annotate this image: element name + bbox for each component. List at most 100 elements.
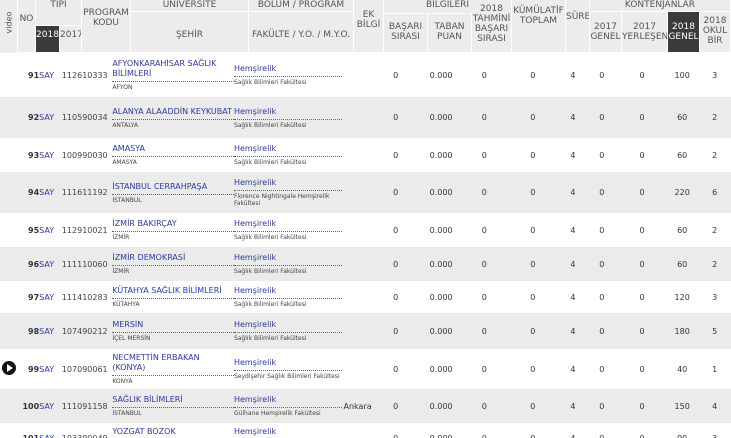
- university-name[interactable]: YOZGAT BOZOK: [112, 427, 234, 438]
- okul-birincisi: 2: [712, 259, 718, 269]
- yerlesen-2017: 0: [639, 225, 645, 235]
- program-cell: Hemşirelik Sağlık Bilimleri Fakültesi: [233, 53, 343, 97]
- kumulatif-toplam: 0: [530, 433, 536, 438]
- program-name[interactable]: Hemşirelik: [233, 107, 343, 120]
- okul-birincisi-header: 2018 OKUL BİR: [700, 12, 731, 53]
- extra-info: [342, 172, 373, 213]
- row-number: 92: [28, 113, 40, 122]
- tab-2018[interactable]: 2018: [36, 26, 60, 53]
- table-row[interactable]: 93 SAY 100990030 AMASYA AMASYA Hemşirelik Sağl…: [0, 138, 731, 172]
- row-number: 101: [22, 433, 40, 438]
- program-name[interactable]: Hemşirelik: [233, 178, 343, 191]
- okul-birincisi: 2: [712, 150, 718, 160]
- kumulatif-toplam: 0: [530, 150, 536, 160]
- genel-2017: 0: [599, 433, 605, 438]
- video-cell: [0, 247, 19, 281]
- extra-info: [342, 138, 373, 172]
- program-code[interactable]: 111091158: [61, 401, 108, 411]
- university-cell: İZMİR DEMOKRASİ İZMİR: [112, 247, 234, 281]
- tahmini-basari: 0: [481, 113, 487, 122]
- basari-sirasi: 0: [393, 259, 399, 269]
- table-row[interactable]: 92 SAY 110590034 ALANYA ALAADDİN KEYKUBAT AN…: [0, 97, 731, 138]
- video-cell: [0, 138, 19, 172]
- kumulatif-toplam: 0: [530, 188, 536, 197]
- table-row[interactable]: 98 SAY 107490212 MERSİN İÇEL MERSİN Hemşireli…: [0, 313, 731, 349]
- okul-birincisi: 3: [712, 70, 718, 80]
- fakulte-header: FAKÜLTE / Y.O. / M.Y.O.: [249, 12, 354, 53]
- genel-2017: 0: [599, 259, 605, 269]
- program-code[interactable]: 110590034: [61, 113, 108, 122]
- university-name[interactable]: AFYONKARAHİSAR SAĞLIK BİLİMLERİ: [112, 59, 234, 82]
- university-name[interactable]: ALANYA ALAADDİN KEYKUBAT: [112, 107, 234, 120]
- program-code[interactable]: 111410283: [61, 292, 108, 302]
- university-name[interactable]: İSTANBUL CERRAHPAŞA: [112, 182, 234, 195]
- program-name[interactable]: Hemşirelik: [233, 358, 343, 371]
- program-name[interactable]: Hemşirelik: [233, 144, 343, 157]
- genel-2017: 0: [599, 364, 605, 374]
- program-name[interactable]: Hemşirelik: [233, 395, 343, 408]
- tahmini-basari: 0: [481, 326, 487, 336]
- city: İSTANBUL: [112, 196, 142, 204]
- program-code[interactable]: 111110060: [61, 259, 108, 269]
- university-cell: YOZGAT BOZOKYOZGAT: [112, 423, 234, 438]
- table-row[interactable]: 95 SAY 112910021 İZMİR BAKIRÇAY İZMİR Hemşire…: [0, 213, 731, 247]
- program-name[interactable]: Hemşirelik: [234, 427, 342, 438]
- university-cell: SAĞLIK BİLİMLERİ İSTANBUL: [112, 389, 234, 423]
- okul-birincisi: 2: [712, 225, 718, 235]
- program-name[interactable]: Hemşirelik: [233, 64, 343, 77]
- basari-sirasi: 0: [393, 401, 399, 411]
- sure: 4: [570, 150, 576, 160]
- program-code[interactable]: 111611192: [61, 188, 108, 197]
- taban-puan: 0.000: [429, 364, 453, 374]
- university-cell: AMASYA AMASYA: [112, 138, 234, 172]
- tahmini-basari: 0: [481, 364, 487, 374]
- faculty-name: Sağlık Bilimleri Fakültesi: [233, 301, 307, 308]
- program-code[interactable]: 103390049: [61, 433, 108, 438]
- program-name[interactable]: Hemşirelik: [233, 253, 343, 266]
- program-kodu-header: PROGRAM KODU: [82, 0, 131, 53]
- table-row[interactable]: 99 SAY 107090061 NECMETTİN ERBAKAN (KONYA) K…: [0, 349, 731, 389]
- sure: 4: [570, 401, 576, 411]
- program-code[interactable]: 112910021: [61, 225, 108, 235]
- city: KÜTAHYA: [112, 301, 140, 308]
- university-cell: AFYONKARAHİSAR SAĞLIK BİLİMLERİ AFYON: [112, 53, 234, 97]
- taban-puan-header: TABAN PUAN: [428, 14, 472, 53]
- program-name[interactable]: Hemşirelik: [233, 219, 343, 232]
- university-name[interactable]: MERSİN: [112, 320, 234, 333]
- table-row[interactable]: 91 SAY 112610333 AFYONKARAHİSAR SAĞLIK BİLİ…: [0, 53, 731, 97]
- genel-2017: 0: [599, 292, 605, 302]
- program-name[interactable]: Hemşirelik: [233, 320, 343, 333]
- video-cell: [0, 281, 19, 313]
- university-name[interactable]: İZMİR BAKIRÇAY: [112, 219, 234, 232]
- program-code[interactable]: 107490212: [61, 326, 108, 336]
- score-type: SAY: [39, 70, 55, 80]
- yerlesen-2017: 0: [639, 292, 645, 302]
- table-row[interactable]: 97 SAY 111410283 KÜTAHYA SAĞLIK BİLİMLERİ KÜ…: [0, 281, 731, 313]
- kontenjan-header: KONTENJANLAR: [590, 0, 731, 12]
- genel-2018-header[interactable]: 2018 GENEL: [668, 12, 700, 53]
- program-code[interactable]: 107090061: [61, 364, 108, 374]
- program-code[interactable]: 100990030: [61, 150, 108, 160]
- row-number: 96: [28, 259, 40, 269]
- video-cell: [0, 349, 19, 389]
- university-name[interactable]: NECMETTİN ERBAKAN (KONYA): [112, 353, 234, 376]
- university-name[interactable]: KÜTAHYA SAĞLIK BİLİMLERİ: [112, 286, 234, 299]
- table-row[interactable]: 96 SAY 111110060 İZMİR DEMOKRASİ İZMİR Hemşir…: [0, 247, 731, 281]
- play-video-icon[interactable]: [2, 361, 17, 375]
- university-name[interactable]: İZMİR DEMOKRASİ: [112, 253, 234, 266]
- city: İÇEL MERSİN: [112, 335, 151, 342]
- yerlesen-2017: 0: [639, 259, 645, 269]
- tab-2017[interactable]: 2017: [60, 26, 82, 53]
- university-name[interactable]: AMASYA: [112, 144, 234, 157]
- score-type: SAY: [39, 326, 55, 336]
- table-row[interactable]: 94 SAY 111611192 İSTANBUL CERRAHPAŞA İSTANBU…: [0, 172, 731, 213]
- table-row[interactable]: 100 SAY 111091158 SAĞLIK BİLİMLERİ İSTANBUL H…: [0, 389, 731, 423]
- score-type: SAY: [39, 292, 55, 302]
- no-column-header: NO: [18, 0, 36, 53]
- yerlesen-2017: 0: [639, 113, 645, 122]
- university-name[interactable]: SAĞLIK BİLİMLERİ: [112, 395, 234, 408]
- program-code[interactable]: 112610333: [61, 70, 108, 80]
- program-name[interactable]: Hemşirelik: [233, 286, 343, 299]
- taban-puan: 0.000: [429, 401, 453, 411]
